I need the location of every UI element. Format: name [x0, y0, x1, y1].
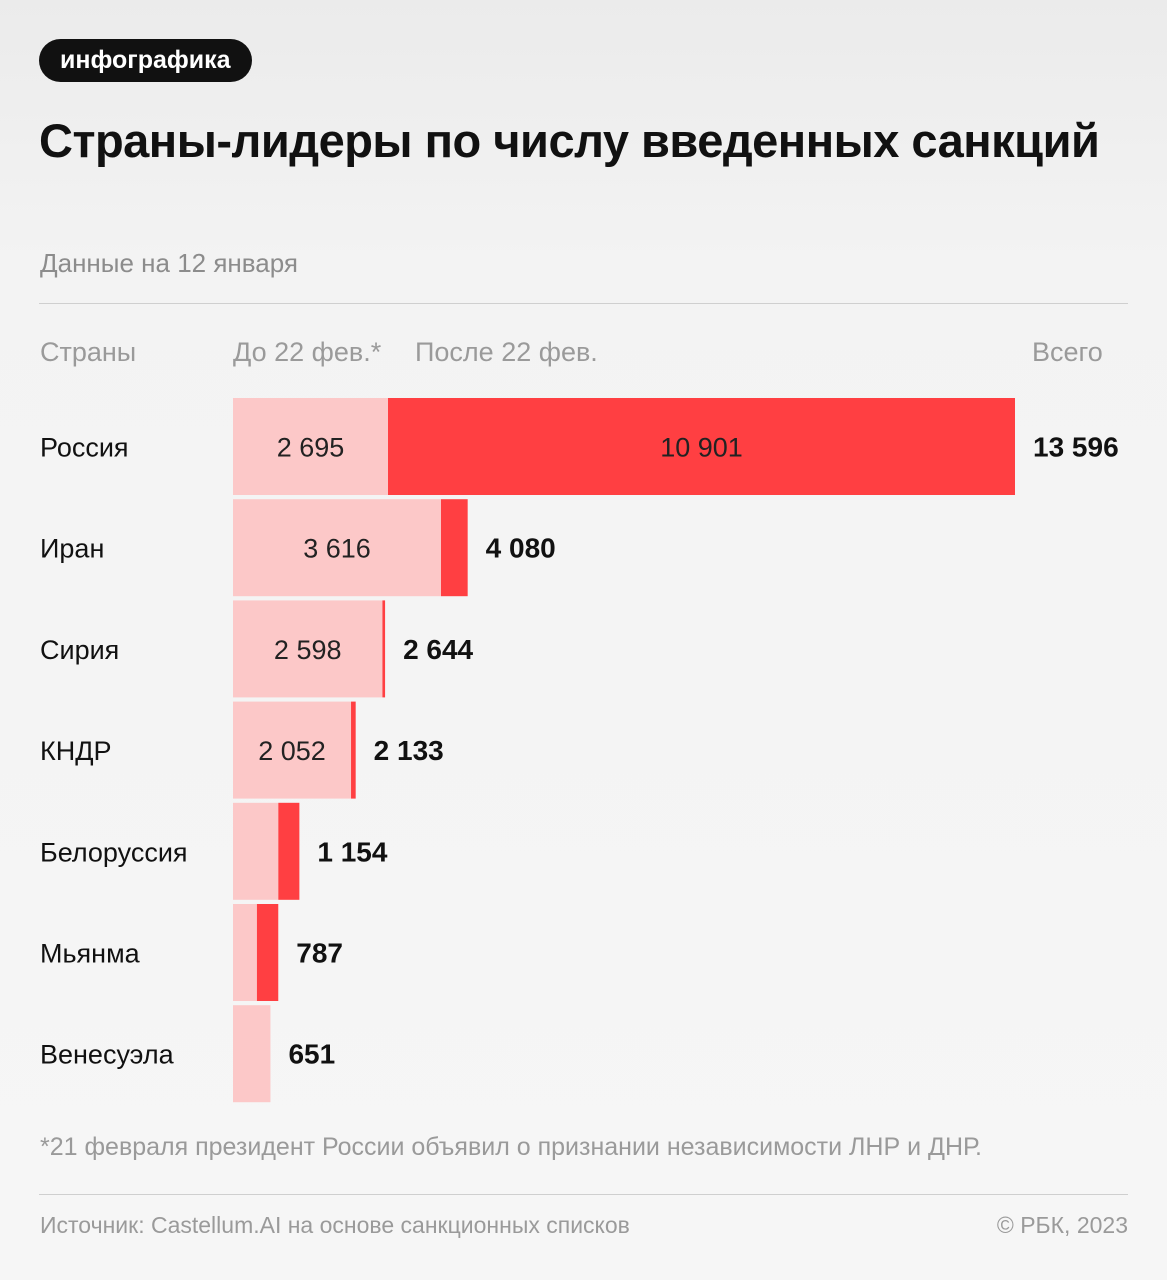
bar-after	[256, 904, 279, 1001]
bar-before	[233, 1005, 271, 1103]
top-divider	[39, 303, 1128, 304]
country-label: Сирия	[40, 635, 119, 665]
bar-before	[233, 802, 279, 900]
column-header-before: До 22 фев.*	[233, 337, 382, 367]
value-label-before: 2 598	[274, 635, 342, 665]
country-label: Иран	[40, 534, 104, 564]
copyright: © РБК, 2023	[996, 1212, 1128, 1238]
bar-before	[233, 499, 441, 597]
infographic-badge: инфографика	[39, 39, 252, 82]
country-label: Мьянма	[40, 939, 141, 969]
bar-after	[351, 701, 356, 799]
column-header-after: После 22 фев.	[415, 337, 598, 367]
country-label: Венесуэла	[40, 1040, 175, 1070]
country-label: Россия	[40, 433, 129, 463]
value-label-before: 2 052	[258, 736, 326, 766]
date-subtitle: Данные на 12 января	[40, 248, 299, 278]
country-label: Белоруссия	[40, 837, 188, 867]
bar-before	[233, 904, 257, 1001]
country-label: КНДР	[40, 736, 112, 766]
bar-after	[388, 398, 1016, 495]
bottom-divider	[39, 1194, 1128, 1195]
total-label: 1 154	[317, 836, 387, 867]
source-note: Источник: Castellum.AI на основе санкцио…	[40, 1212, 630, 1238]
sanctions-bar-chart: Россия 2 695 10 901 13 596 Иран 3 616 4 080 Сир…	[40, 398, 1119, 1103]
bar-before	[233, 600, 383, 698]
value-label-after: 10 901	[660, 433, 743, 463]
total-label: 4 080	[486, 533, 556, 564]
column-header-total: Всего	[1032, 337, 1103, 367]
value-label-before: 3 616	[303, 534, 371, 564]
bar-after	[278, 802, 300, 900]
footnote: *21 февраля президент России объявил о п…	[40, 1133, 982, 1161]
page-title: Страны-лидеры по числу введенных санкций	[39, 114, 1100, 167]
total-label: 651	[288, 1039, 335, 1070]
total-label: 2 644	[403, 634, 473, 665]
bar-after	[440, 499, 468, 597]
total-label: 2 133	[374, 735, 444, 766]
bar-after	[382, 600, 386, 698]
total-label: 787	[296, 938, 343, 969]
total-label: 13 596	[1033, 432, 1119, 463]
column-header-countries: Страны	[40, 337, 137, 367]
value-label-before: 2 695	[277, 433, 345, 463]
bar-before	[233, 398, 389, 495]
bar-before	[233, 701, 352, 799]
